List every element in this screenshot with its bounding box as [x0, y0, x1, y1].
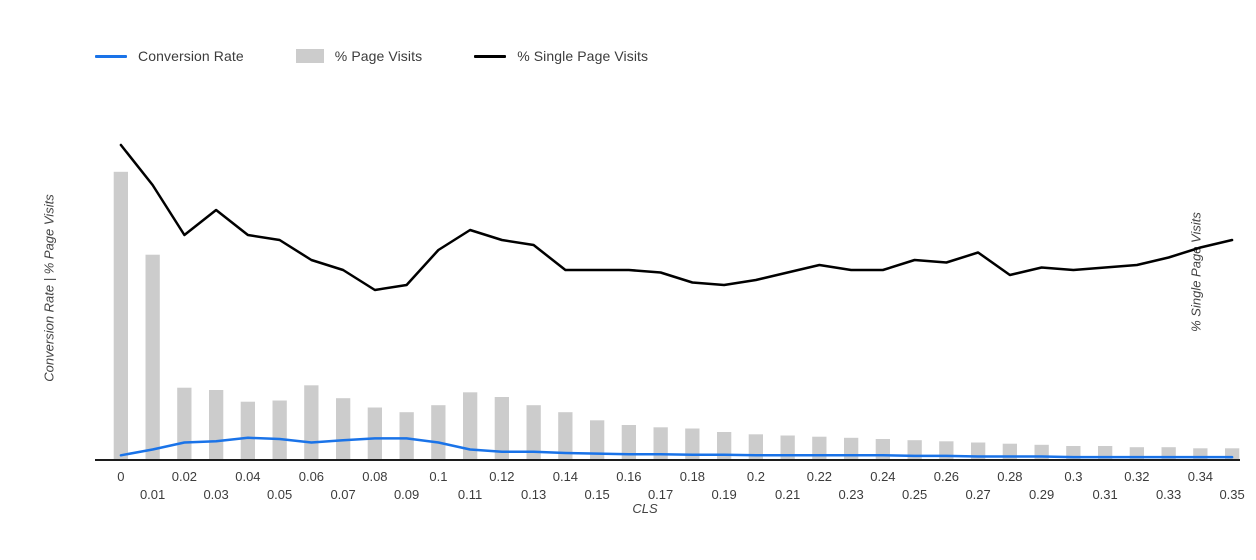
x-tick-label: 0.09 [394, 487, 419, 502]
x-tick-label: 0.19 [711, 487, 736, 502]
bar-page-visits[interactable] [431, 405, 446, 460]
x-tick-label: 0.17 [648, 487, 673, 502]
bar-page-visits[interactable] [272, 400, 287, 461]
bar-page-visits[interactable] [494, 397, 509, 460]
bar-page-visits[interactable] [653, 427, 668, 460]
x-tick-label: 0.25 [902, 487, 927, 502]
bar-page-visits[interactable] [304, 385, 319, 460]
legend-label-page-visits: % Page Visits [334, 48, 423, 64]
bar-page-visits[interactable] [1193, 448, 1208, 460]
x-tick-label: 0.08 [362, 469, 387, 484]
legend-item-page-visits: % Page Visits [295, 48, 423, 64]
bar-page-visits[interactable] [367, 407, 382, 461]
bar-page-visits[interactable] [209, 390, 224, 460]
x-tick-label: 0.28 [997, 469, 1022, 484]
legend-line-swatch-icon [474, 54, 507, 58]
x-tick-label: 0.13 [521, 487, 546, 502]
bar-page-visits[interactable] [621, 425, 636, 460]
x-tick-label: 0.3 [1064, 469, 1082, 484]
x-tick-label: 0.34 [1188, 469, 1213, 484]
bar-page-visits[interactable] [844, 437, 859, 460]
x-tick-label: 0.12 [489, 469, 514, 484]
legend-line-swatch-icon [95, 54, 127, 58]
x-tick-label: 0.07 [330, 487, 355, 502]
bar-page-visits[interactable] [336, 398, 351, 460]
x-tick-label: 0.01 [140, 487, 165, 502]
x-tick-label: 0.29 [1029, 487, 1054, 502]
x-tick-label: 0.02 [172, 469, 197, 484]
bar-page-visits[interactable] [558, 412, 573, 460]
x-tick-label: 0.24 [870, 469, 895, 484]
x-tick-label: 0 [117, 469, 124, 484]
x-tick-label: 0.32 [1124, 469, 1149, 484]
x-tick-label: 0.26 [934, 469, 959, 484]
x-tick-label: 0.33 [1156, 487, 1181, 502]
chart-legend: Conversion Rate % Page Visits % Single P… [95, 48, 648, 64]
x-tick-label: 0.18 [680, 469, 705, 484]
bar-page-visits[interactable] [145, 254, 160, 460]
x-tick-label: 0.11 [458, 487, 482, 502]
bar-page-visits[interactable] [875, 439, 890, 460]
x-tick-label: 0.22 [807, 469, 832, 484]
x-tick-label: 0.27 [965, 487, 990, 502]
x-tick-label: 0.23 [838, 487, 863, 502]
x-tick-label: 0.15 [584, 487, 609, 502]
bar-page-visits[interactable] [590, 420, 605, 460]
x-tick-label: 0.03 [203, 487, 228, 502]
x-tick-label: 0.35 [1219, 487, 1244, 502]
bar-page-visits[interactable] [177, 387, 192, 460]
x-tick-label: 0.16 [616, 469, 641, 484]
x-tick-label: 0.1 [429, 469, 447, 484]
bar-page-visits[interactable] [717, 432, 732, 460]
bar-page-visits[interactable] [1225, 448, 1240, 460]
bar-page-visits[interactable] [748, 434, 763, 460]
x-tick-label: 0.21 [775, 487, 800, 502]
x-axis-title: CLS [632, 501, 658, 516]
bar-page-visits[interactable] [526, 405, 541, 460]
bar-page-visits[interactable] [240, 401, 255, 460]
x-tick-label: 0.05 [267, 487, 292, 502]
line-conversion-rate[interactable] [119, 436, 1234, 459]
x-tick-label: 0.06 [299, 469, 324, 484]
bar-page-visits[interactable] [780, 435, 795, 461]
bar-page-visits[interactable] [113, 171, 128, 461]
legend-item-single-page-visits: % Single Page Visits [474, 48, 648, 64]
bar-page-visits[interactable] [685, 428, 700, 461]
x-tick-label: 0.14 [553, 469, 578, 484]
legend-item-conversion-rate: Conversion Rate [95, 48, 244, 64]
legend-label-single-page-visits: % Single Page Visits [517, 48, 649, 64]
bar-page-visits[interactable] [463, 392, 478, 460]
bar-page-visits[interactable] [399, 412, 414, 460]
x-tick-label: 0.31 [1092, 487, 1117, 502]
line-single-page-visits[interactable] [119, 143, 1234, 292]
legend-bar-swatch-icon [295, 49, 324, 63]
legend-label-conversion-rate: Conversion Rate [138, 48, 244, 64]
x-tick-label: 0.04 [235, 469, 260, 484]
x-tick-label: 0.2 [747, 469, 765, 484]
